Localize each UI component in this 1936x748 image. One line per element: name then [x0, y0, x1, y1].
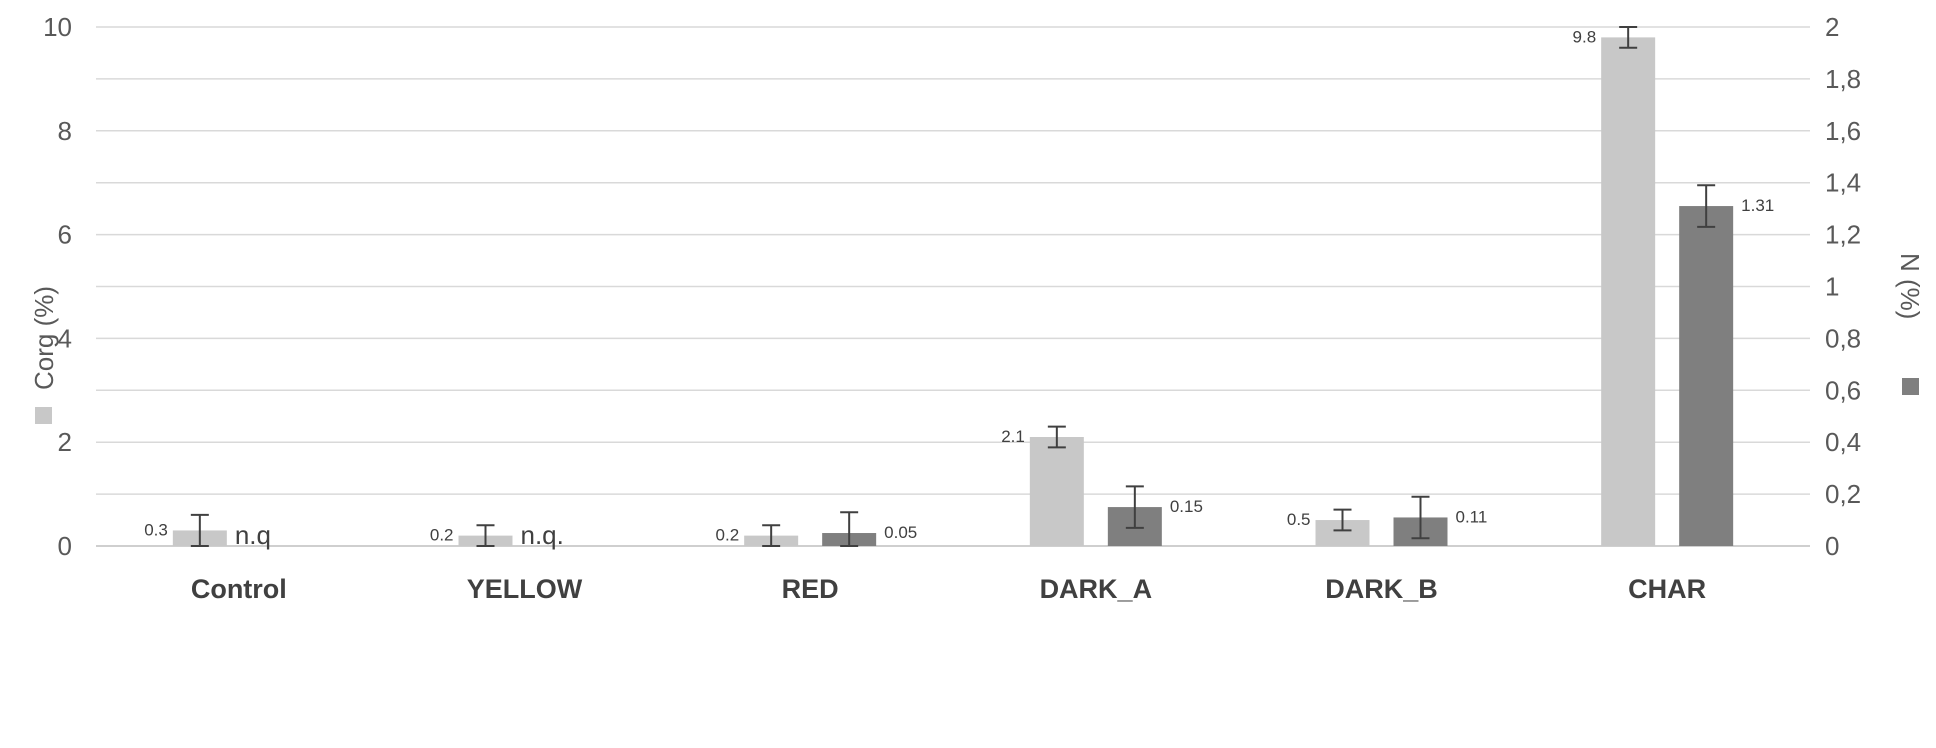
bar — [1029, 437, 1084, 546]
data-label: 0.15 — [1170, 497, 1203, 516]
bar — [1679, 206, 1734, 546]
left-tick-label: 4 — [58, 323, 72, 353]
data-label: 0.2 — [716, 526, 740, 545]
left-axis-label: Corg (%) — [29, 286, 59, 390]
left-tick-label: 10 — [43, 12, 72, 42]
category-label: DARK_A — [1040, 574, 1153, 604]
left-axis-ticks: 0 2 4 6 8 10 — [43, 12, 72, 561]
left-tick-label: 6 — [58, 220, 72, 250]
right-tick-label: 0 — [1825, 531, 1839, 561]
category-label: Control — [191, 574, 287, 604]
right-tick-label: 1,4 — [1825, 168, 1861, 198]
category-labels: Control YELLOW RED DARK_A DARK_B CHAR — [191, 574, 1706, 604]
right-tick-label: 0,2 — [1825, 479, 1861, 509]
category-label: RED — [782, 574, 839, 604]
left-tick-label: 2 — [58, 427, 72, 457]
bar — [1601, 37, 1656, 546]
category-label: DARK_B — [1325, 574, 1438, 604]
not-quantified-label: n.q. — [521, 520, 564, 550]
data-label: 0.2 — [430, 526, 454, 545]
right-tick-label: 1 — [1825, 272, 1839, 302]
data-label: 0.11 — [1456, 507, 1488, 526]
gridlines — [96, 26, 1810, 547]
error-bars — [190, 26, 1716, 547]
right-axis-title: N (%) — [1895, 253, 1925, 395]
right-legend-swatch — [1902, 378, 1919, 395]
data-labels: 0.3 0.2 0.2 2.1 0.5 9.8 n.q n.q. 0.05 0.15 0.11 1.3… — [144, 27, 1774, 550]
right-tick-label: 0,4 — [1825, 427, 1861, 457]
left-tick-label: 0 — [58, 531, 72, 561]
data-label: 0.5 — [1287, 510, 1311, 529]
right-axis-ticks: 0 0,2 0,4 0,6 0,8 1 1,2 1,4 1,6 1,8 2 — [1825, 12, 1861, 561]
right-tick-label: 1,6 — [1825, 116, 1861, 146]
left-tick-label: 8 — [58, 116, 72, 146]
left-legend-swatch — [35, 407, 52, 424]
not-quantified-label: n.q — [235, 520, 271, 550]
right-tick-label: 1,2 — [1825, 220, 1861, 250]
right-tick-label: 0,6 — [1825, 375, 1861, 405]
data-label: 2.1 — [1001, 427, 1025, 446]
left-axis-title: Corg (%) — [29, 286, 59, 424]
category-label: YELLOW — [467, 574, 583, 604]
data-label: 0.3 — [144, 520, 168, 539]
data-label: 1.31 — [1741, 196, 1774, 215]
data-label: 0.05 — [884, 523, 917, 542]
category-label: CHAR — [1628, 574, 1706, 604]
right-tick-label: 0,8 — [1825, 323, 1861, 353]
bars — [172, 37, 1734, 546]
right-tick-label: 1,8 — [1825, 64, 1861, 94]
right-axis-label: N (%) — [1895, 253, 1925, 319]
data-label: 9.8 — [1573, 27, 1597, 46]
right-tick-label: 2 — [1825, 12, 1839, 42]
